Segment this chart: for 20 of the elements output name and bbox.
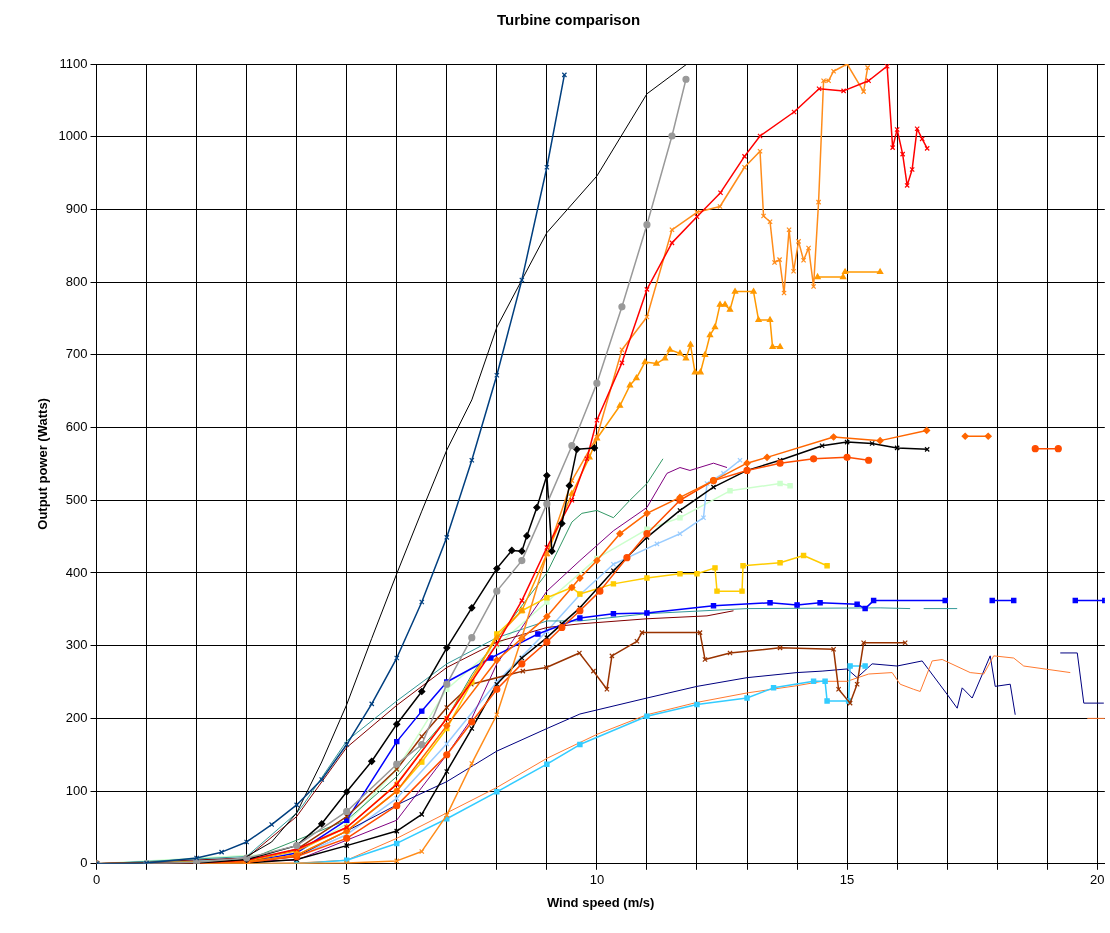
y-tick-label: 300: [65, 637, 88, 653]
y-tick-label: 800: [65, 273, 88, 289]
y-tick-label: 900: [65, 201, 88, 216]
x-tick-label: 5: [343, 872, 351, 888]
x-tick-label: 10: [589, 872, 605, 888]
x-tick-label: 20: [1090, 872, 1105, 888]
y-tick-label: 0: [80, 855, 88, 871]
x-tick-label: 0: [92, 872, 101, 888]
y-tick-label: 200: [65, 709, 88, 725]
y-tick-label: 100: [65, 782, 88, 798]
y-tick-label: 1100: [59, 55, 88, 71]
y-tick-label: 600: [65, 419, 88, 435]
y-tick-label: 700: [65, 346, 88, 362]
y-tick-label: 1000: [58, 128, 88, 144]
y-tick-label: 500: [65, 491, 88, 507]
y-axis-title: Output power (Watts): [35, 398, 51, 530]
x-axis-title: Wind speed (m/s): [546, 894, 655, 910]
x-tick-label: 15: [839, 872, 855, 888]
y-tick-label: 400: [65, 564, 88, 580]
chart-title: Turbine comparison: [496, 11, 641, 29]
